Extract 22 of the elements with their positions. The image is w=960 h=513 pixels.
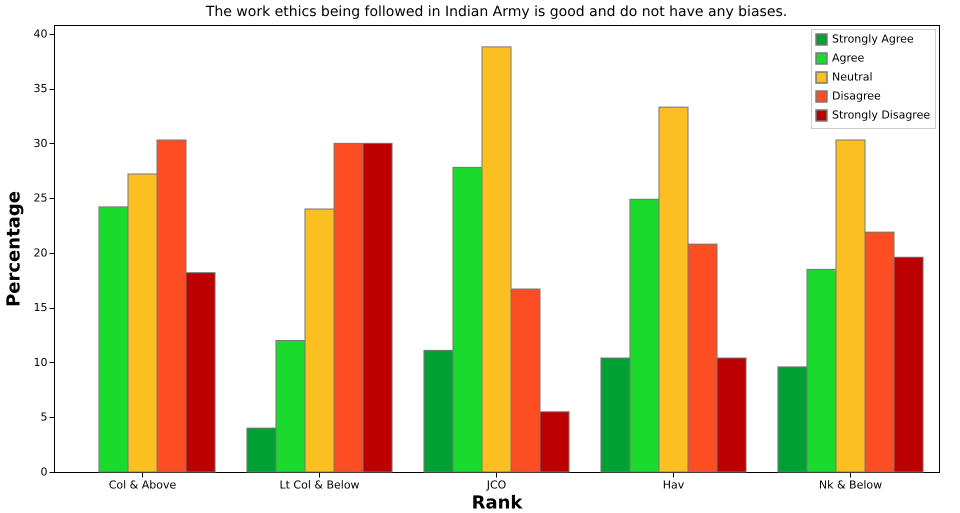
y-tick-label: 25 [34, 192, 48, 205]
y-tick-label: 35 [34, 82, 48, 96]
x-axis-title: Rank [472, 492, 524, 513]
x-tick-label: JCO [486, 478, 507, 492]
y-tick-label: 20 [34, 246, 48, 260]
y-tick-label: 0 [40, 466, 48, 478]
x-tick-label: Col & Above [108, 478, 177, 492]
y-axis-title: Percentage [4, 191, 25, 307]
y-tick-label: 40 [34, 27, 48, 40]
legend-label: Disagree [832, 90, 882, 102]
legend-label: Neutral [832, 70, 873, 84]
legend-label: Strongly Agree [832, 32, 914, 46]
y-tick-label: 5 [40, 410, 48, 424]
legend-label: Strongly Disagree [832, 108, 930, 122]
chart-title: The work ethics being followed in Indian Army is good and do not have any biases. [204, 4, 788, 20]
y-tick-label: 30 [34, 136, 48, 150]
legend-label: Agree [832, 52, 865, 64]
y-tick-label: 10 [34, 356, 48, 369]
x-tick-label: Lt Col & Below [279, 478, 360, 492]
x-tick-label: Nk & Below [818, 478, 882, 492]
x-tick-label: Hav [662, 478, 685, 492]
y-tick-label: 15 [34, 301, 48, 314]
